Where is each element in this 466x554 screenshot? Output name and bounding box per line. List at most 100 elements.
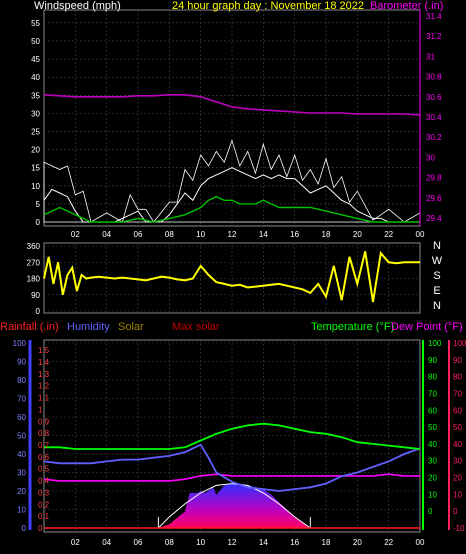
rain-tick-1.1: 1.1 [38,394,50,403]
direction-tick-180: 180 [27,275,41,284]
windspeed-tick-20: 20 [31,146,40,155]
barometer-tick-30.6: 30.6 [426,93,442,102]
solar-area [158,483,311,528]
dewpoint-tick-10: 10 [453,490,462,499]
rain-tick-0.4: 0.4 [38,477,50,486]
wind-panel-grid [44,10,420,226]
humidity-tick-20: 20 [17,487,26,496]
rain-tick-1: 1 [38,405,43,414]
rain-tick-0.8: 0.8 [38,429,50,438]
x-tick-10: 10 [196,230,205,239]
barometer-tick-29.4: 29.4 [426,214,442,223]
windspeed-label: Windspeed (mph) [34,0,121,12]
temperature-label: Temperature (°F) [311,321,394,333]
windspeed-tick-50: 50 [31,37,40,46]
windspeed-tick-35: 35 [31,91,40,100]
temperature-tick-60: 60 [428,406,437,415]
direction-panel-frame [43,242,421,314]
x-tick-14: 14 [259,230,268,239]
rainfall-label: Rainfall (.in) [0,321,59,333]
x-tick-10: 10 [196,538,205,547]
windspeed-tick-15: 15 [31,164,40,173]
temperature-tick-0: 0 [428,507,433,516]
humidity-tick-0: 0 [22,524,27,533]
x-tick-18: 18 [322,230,331,239]
dewpoint-tick-60: 60 [453,406,462,415]
direction-tick-0: 0 [36,307,41,316]
humidity-tick-90: 90 [17,358,26,367]
x-tick-06: 06 [134,538,143,547]
rain-tick-0.1: 0.1 [38,512,50,521]
windspeed-tick-25: 25 [31,127,40,136]
x-tick-02: 02 [71,230,80,239]
rain-tick-0.2: 0.2 [38,500,50,509]
humidity-line [43,443,421,492]
temperature-tick-100: 100 [428,339,442,348]
x-tick-16: 16 [290,538,299,547]
humidity-tick-50: 50 [17,432,26,441]
barometer-axis: 29.4 29.6 29.8 30 30.2 30.4 30.6 30.8 31 31.2 31.4 [419,10,442,226]
rain-tick-0.5: 0.5 [38,465,50,474]
x-tick-12: 12 [228,230,237,239]
dewpoint-tick-50: 50 [453,423,462,432]
windspeed-series [43,139,421,223]
x-tick-00: 00 [416,230,425,239]
humidity-tick-30: 30 [17,469,26,478]
max-solar-label: Max solar [172,321,220,333]
dewpoint-tick--10: -10 [453,524,465,533]
dewpoint-line [43,473,420,482]
direction-tick-360: 360 [27,242,41,251]
barometer-tick-29.8: 29.8 [426,174,442,183]
rain-tick-1.4: 1.4 [38,358,50,367]
solar-series [157,483,311,529]
windspeed-axis: 0 5 10 15 20 25 30 35 40 45 50 55 [31,19,40,227]
rain-tick-0.9: 0.9 [38,417,50,426]
humidity-tick-70: 70 [17,395,26,404]
compass-N: N [433,240,441,252]
compass-N: N [433,300,441,312]
dewpoint-label: Dew Point (°F) [391,321,463,333]
barometer-tick-31.4: 31.4 [426,12,442,21]
dewpoint-tick-70: 70 [453,389,462,398]
humidity-tick-80: 80 [17,376,26,385]
barometer-tick-29.6: 29.6 [426,194,442,203]
barometer-series [43,94,421,116]
gust-line [43,139,421,223]
barometer-line [43,94,421,116]
barometer-tick-30.2: 30.2 [426,133,442,142]
temperature-tick-20: 20 [428,474,437,483]
max-solar-line [158,483,311,529]
barometer-label: Barometer (.in) [370,0,443,12]
wind-direction-line [43,250,420,303]
wind-panel: 0 5 10 15 20 25 30 35 40 45 50 55 29.4 29.6 29.8 30 30.… [31,0,443,239]
temperature-tick-70: 70 [428,389,437,398]
x-tick-02: 02 [71,538,80,547]
x-tick-12: 12 [228,538,237,547]
humidity-tick-10: 10 [17,506,26,515]
humidity-label: Humidity [67,321,110,333]
humidity-tick-40: 40 [17,450,26,459]
x-tick-16: 16 [290,230,299,239]
compass-S: S [433,270,440,282]
windspeed-tick-40: 40 [31,73,40,82]
x-tick-20: 20 [353,538,362,547]
temperature-tick-50: 50 [428,423,437,432]
windspeed-tick-10: 10 [31,182,40,191]
direction-axis: 0 90 180 270 360 [27,242,41,316]
dewpoint-tick-0: 0 [453,507,458,516]
humidity-tick-100: 100 [13,339,27,348]
temperature-line [44,422,421,450]
rain-tick-0.3: 0.3 [38,488,50,497]
direction-series [43,250,420,303]
dewpoint-tick-20: 20 [453,474,462,483]
dewpoint-tick-100: 100 [453,339,466,348]
barometer-tick-30.4: 30.4 [426,113,442,122]
dewpoint-tick-90: 90 [453,356,462,365]
x-tick-18: 18 [322,538,331,547]
temperature-tick-10: 10 [428,490,437,499]
wind-time-axis: 02 04 06 08 10 12 14 16 18 20 22 00 [71,230,425,239]
direction-tick-90: 90 [31,291,40,300]
